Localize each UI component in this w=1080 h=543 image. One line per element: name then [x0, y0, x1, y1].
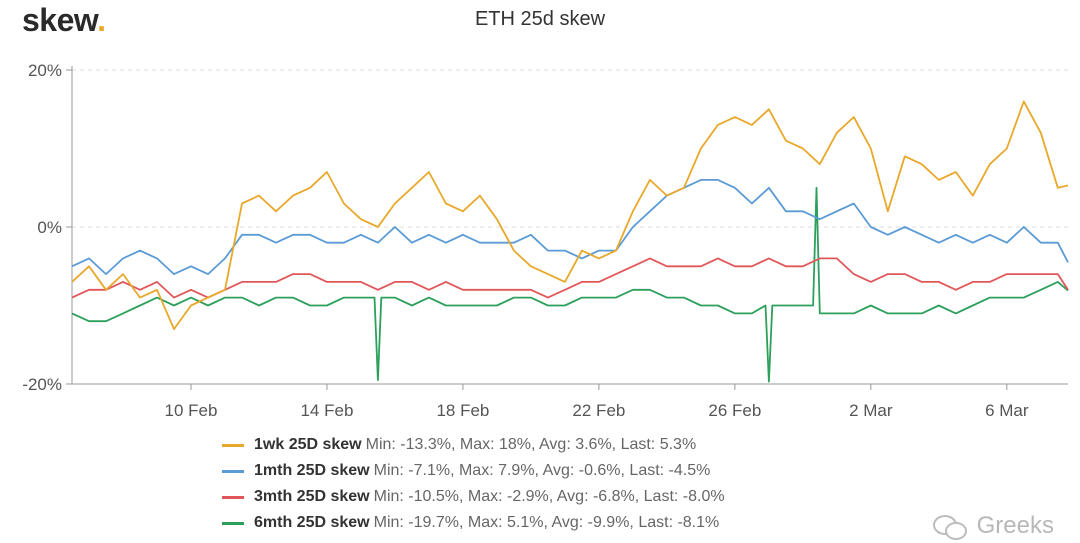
legend-stats-1wk: Min: -13.3%, Max: 18%, Avg: 3.6%, Last: …: [365, 436, 697, 453]
legend-label-3mth: 3mth 25D skew: [254, 488, 370, 505]
y-tick-label: 20%: [28, 61, 62, 80]
series-line-6mth: [71, 186, 1069, 383]
wechat-icon: [932, 513, 969, 540]
y-axis: 20% 0% -20%: [22, 61, 73, 394]
series-line-1wk: [71, 100, 1069, 331]
series-lines: [71, 100, 1069, 383]
watermark: Greeks: [932, 512, 1054, 540]
legend-label-1mth: 1mth 25D skew: [254, 462, 370, 479]
legend-swatch-3mth: [222, 495, 244, 499]
legend-swatch-1wk: [222, 443, 244, 447]
x-tick-label: 10 Feb: [165, 401, 218, 420]
x-axis: 10 Feb 14 Feb 18 Feb 22 Feb 26 Feb 2 Mar 6 Mar: [72, 383, 1068, 420]
legend-label-6mth: 6mth 25D skew: [254, 514, 370, 531]
y-tick-label: 0%: [37, 218, 62, 237]
legend-swatch-1mth: [222, 469, 244, 473]
legend-label-1wk: 1wk 25D skew: [254, 436, 362, 453]
legend-stats-1mth: Min: -7.1%, Max: 7.9%, Avg: -0.6%, Last:…: [373, 462, 711, 479]
legend-item-1wk[interactable]: 1wk 25D skew Min: -13.3%, Max: 18%, Avg:…: [222, 432, 725, 458]
legend: 1wk 25D skew Min: -13.3%, Max: 18%, Avg:…: [222, 432, 725, 536]
legend-stats-3mth: Min: -10.5%, Max: -2.9%, Avg: -6.8%, Las…: [373, 488, 725, 505]
watermark-text: Greeks: [976, 512, 1054, 539]
x-tick-label: 6 Mar: [985, 401, 1029, 420]
x-tick-label: 14 Feb: [300, 401, 353, 420]
legend-item-6mth[interactable]: 6mth 25D skew Min: -19.7%, Max: 5.1%, Av…: [222, 510, 725, 536]
series-line-1mth: [71, 178, 1069, 276]
chart-title: ETH 25d skew: [474, 8, 606, 30]
legend-item-3mth[interactable]: 3mth 25D skew Min: -10.5%, Max: -2.9%, A…: [222, 484, 725, 510]
skew-logo: skew.: [22, 2, 106, 39]
y-tick-label: -20%: [22, 375, 62, 394]
x-tick-label: 2 Mar: [849, 401, 893, 420]
legend-swatch-6mth: [222, 521, 244, 525]
legend-item-1mth[interactable]: 1mth 25D skew Min: -7.1%, Max: 7.9%, Avg…: [222, 458, 725, 484]
series-line-3mth: [71, 257, 1069, 299]
gridlines: [72, 69, 1068, 228]
x-tick-label: 26 Feb: [708, 401, 761, 420]
x-tick-label: 18 Feb: [436, 401, 489, 420]
x-tick-label: 22 Feb: [572, 401, 625, 420]
logo-dot: .: [97, 2, 106, 38]
legend-stats-6mth: Min: -19.7%, Max: 5.1%, Avg: -9.9%, Last…: [373, 514, 720, 531]
logo-text: skew: [22, 2, 98, 38]
